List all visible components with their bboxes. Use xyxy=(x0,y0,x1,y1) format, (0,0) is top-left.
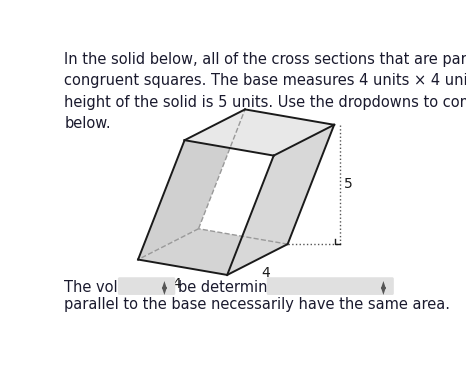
FancyBboxPatch shape xyxy=(118,277,175,295)
Polygon shape xyxy=(138,229,288,275)
Text: parallel to the base necessarily have the same area.: parallel to the base necessarily have th… xyxy=(64,297,451,312)
Polygon shape xyxy=(138,110,245,260)
Text: 5: 5 xyxy=(343,177,352,191)
Polygon shape xyxy=(227,125,334,275)
Text: be determined because: be determined because xyxy=(178,280,351,295)
Polygon shape xyxy=(185,110,334,156)
Text: 4: 4 xyxy=(261,266,270,280)
Text: The volume: The volume xyxy=(64,280,151,295)
Text: 4: 4 xyxy=(172,277,181,291)
Text: ◄►: ◄► xyxy=(378,279,388,294)
FancyBboxPatch shape xyxy=(267,277,394,295)
Text: ◄►: ◄► xyxy=(159,279,170,294)
Text: In the solid below, all of the cross sections that are parallel to the base are
: In the solid below, all of the cross sec… xyxy=(64,52,466,132)
